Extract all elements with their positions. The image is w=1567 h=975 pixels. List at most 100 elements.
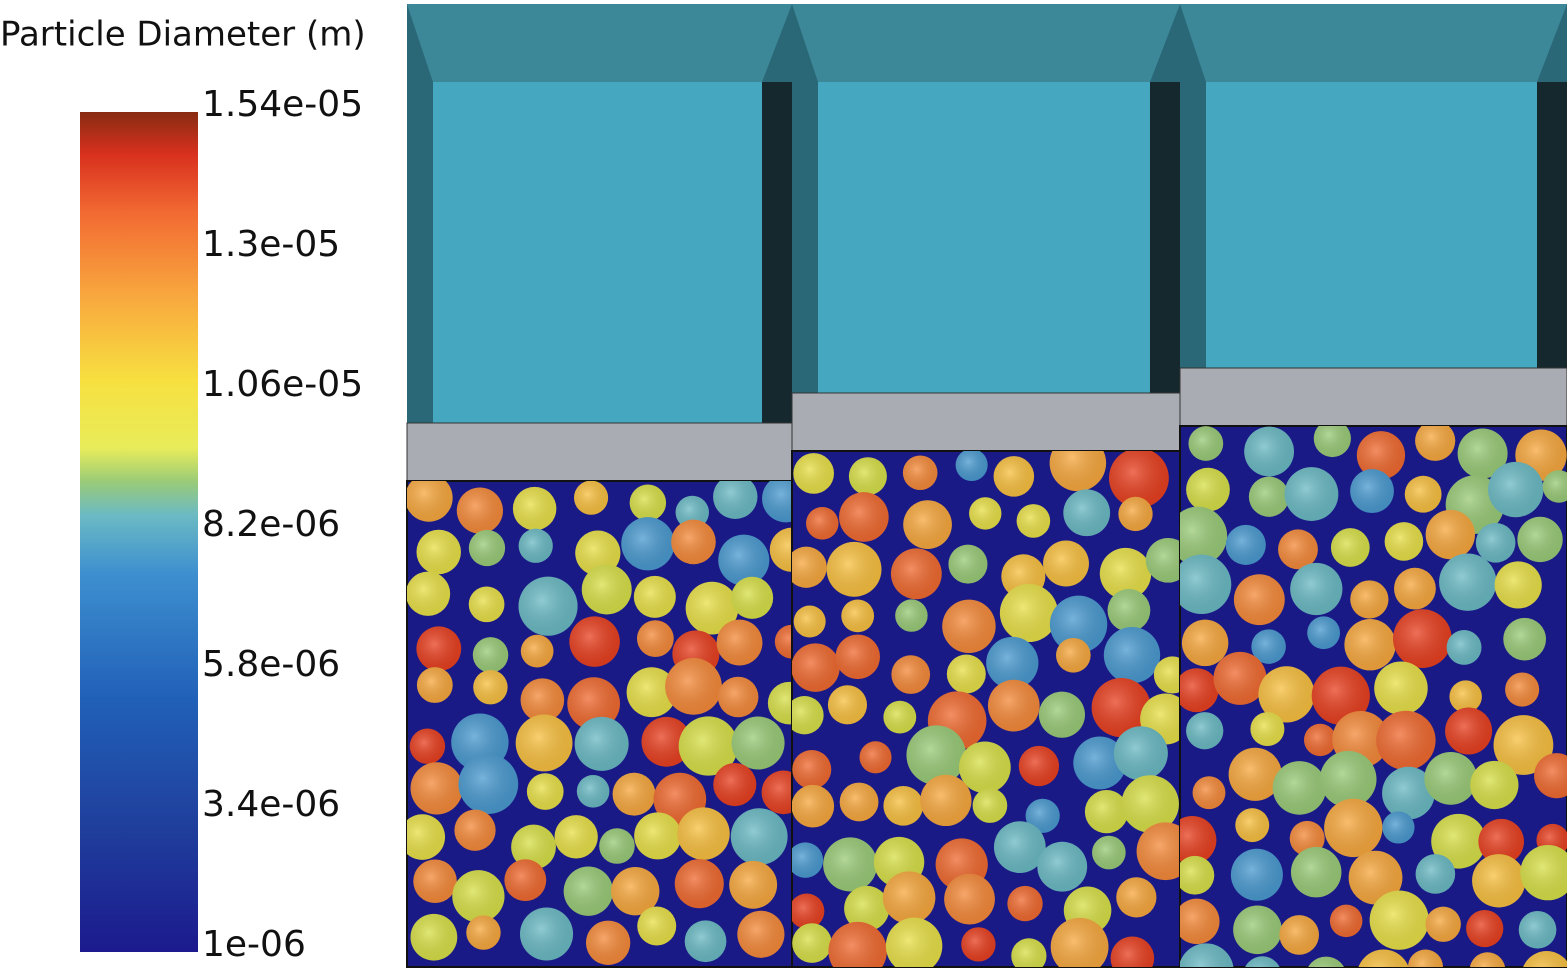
particle-shade <box>920 774 972 827</box>
particle-shade <box>684 920 727 963</box>
particle-shade <box>1303 723 1337 757</box>
particle-shade <box>1290 562 1343 616</box>
particle-shade <box>1382 766 1435 820</box>
particle-shade <box>413 859 457 903</box>
particle-shade <box>1250 712 1285 747</box>
particle-shade <box>1099 547 1152 600</box>
particle-shade <box>407 481 453 522</box>
particle-shade <box>576 774 610 808</box>
particle-shade <box>1063 489 1111 537</box>
particle-shade <box>519 907 574 961</box>
particle-shade <box>839 492 889 542</box>
particles <box>1180 426 1567 967</box>
particle-shade <box>1233 574 1285 626</box>
particle-shade <box>882 871 936 924</box>
particle-shade <box>456 487 503 534</box>
particle-shade <box>1136 822 1180 881</box>
particle-shade <box>987 679 1040 732</box>
particle-shade <box>1107 589 1151 632</box>
particle-shade <box>407 814 446 860</box>
particle-shade <box>1457 428 1508 479</box>
particle-shade <box>1251 629 1286 664</box>
particle-shade <box>767 681 792 725</box>
particle-shade <box>512 486 557 531</box>
particle-shade <box>1313 426 1351 458</box>
particle-shade <box>641 716 692 767</box>
particle-shade <box>1382 811 1415 844</box>
wall-top <box>407 4 792 82</box>
particle-shade <box>1233 905 1282 955</box>
particle-shade <box>665 658 722 715</box>
particle-shade <box>674 859 724 909</box>
particle-shade <box>626 667 677 718</box>
colorbar-label: 1.06e-05 <box>202 364 363 405</box>
particle-shade <box>1272 761 1327 815</box>
particle-shade <box>1424 751 1478 805</box>
particle-shade <box>1258 666 1315 723</box>
particle-shade <box>569 616 620 667</box>
particle-shade <box>1056 637 1091 673</box>
particle-shade <box>1290 846 1342 898</box>
particle-shade <box>1113 726 1168 781</box>
particle-shade <box>518 528 553 563</box>
particle-shade <box>1245 956 1280 967</box>
particle-shade <box>637 906 677 946</box>
particle-shade <box>409 728 446 764</box>
particle-shade <box>1493 715 1554 775</box>
particle-shade <box>1393 609 1452 668</box>
particle-shade <box>1103 626 1161 684</box>
particle-shade <box>730 808 788 866</box>
particle-shade <box>685 581 739 635</box>
particle-shade <box>731 576 774 619</box>
particle-shade <box>1369 890 1429 950</box>
particle-shade <box>729 860 778 909</box>
particle-shade <box>1470 760 1519 810</box>
particle-shade <box>554 815 598 859</box>
particle-shade <box>458 754 519 814</box>
particle-shade <box>1324 798 1383 858</box>
particle-shade <box>942 599 996 654</box>
particle-shade <box>575 530 621 576</box>
particle-shade <box>1415 426 1456 461</box>
particle-shade <box>1308 956 1344 967</box>
particle-shade <box>515 714 573 772</box>
particle-shade <box>792 749 832 789</box>
particle-shade <box>1180 855 1215 895</box>
particle-shade <box>1534 753 1567 799</box>
particle-shade <box>1376 710 1436 771</box>
legend-title: Particle Diameter (m) <box>0 15 366 55</box>
particle-shade <box>961 927 996 962</box>
particle-shade <box>526 773 564 810</box>
particle-shade <box>1344 619 1396 671</box>
plate <box>1179 367 1567 427</box>
particle-shade <box>1180 815 1217 865</box>
particle-shade <box>792 893 825 929</box>
particles <box>792 451 1180 967</box>
particle-shade <box>959 741 1011 794</box>
particle-shade <box>563 866 613 916</box>
particle-shade <box>1472 854 1526 908</box>
particle-shade <box>1213 651 1267 705</box>
particle-shade <box>716 619 763 666</box>
particle-shade <box>473 669 508 705</box>
particle-shade <box>1449 680 1482 713</box>
particle-shade <box>895 599 928 632</box>
particle-shade <box>1186 467 1230 512</box>
particle-shade <box>1311 666 1370 725</box>
particle-shade <box>677 807 730 860</box>
particle-shade <box>1188 426 1224 461</box>
particle-shade <box>1118 496 1153 532</box>
wall-right <box>1537 82 1567 368</box>
particle-shade <box>828 921 887 967</box>
particle-shade <box>1494 561 1542 609</box>
particle-shade <box>792 923 832 963</box>
plate <box>406 422 793 482</box>
particle-shade <box>793 453 834 494</box>
particle-shade <box>1439 553 1497 611</box>
colorbar-label: 1.54e-05 <box>202 84 363 125</box>
particle-shade <box>1153 656 1180 694</box>
particle-shade <box>1228 747 1282 801</box>
colorbar-labels: 1.54e-05 1.3e-05 1.06e-05 8.2e-06 5.8e-06 3.4… <box>202 84 363 965</box>
simulation-view <box>406 4 1567 968</box>
